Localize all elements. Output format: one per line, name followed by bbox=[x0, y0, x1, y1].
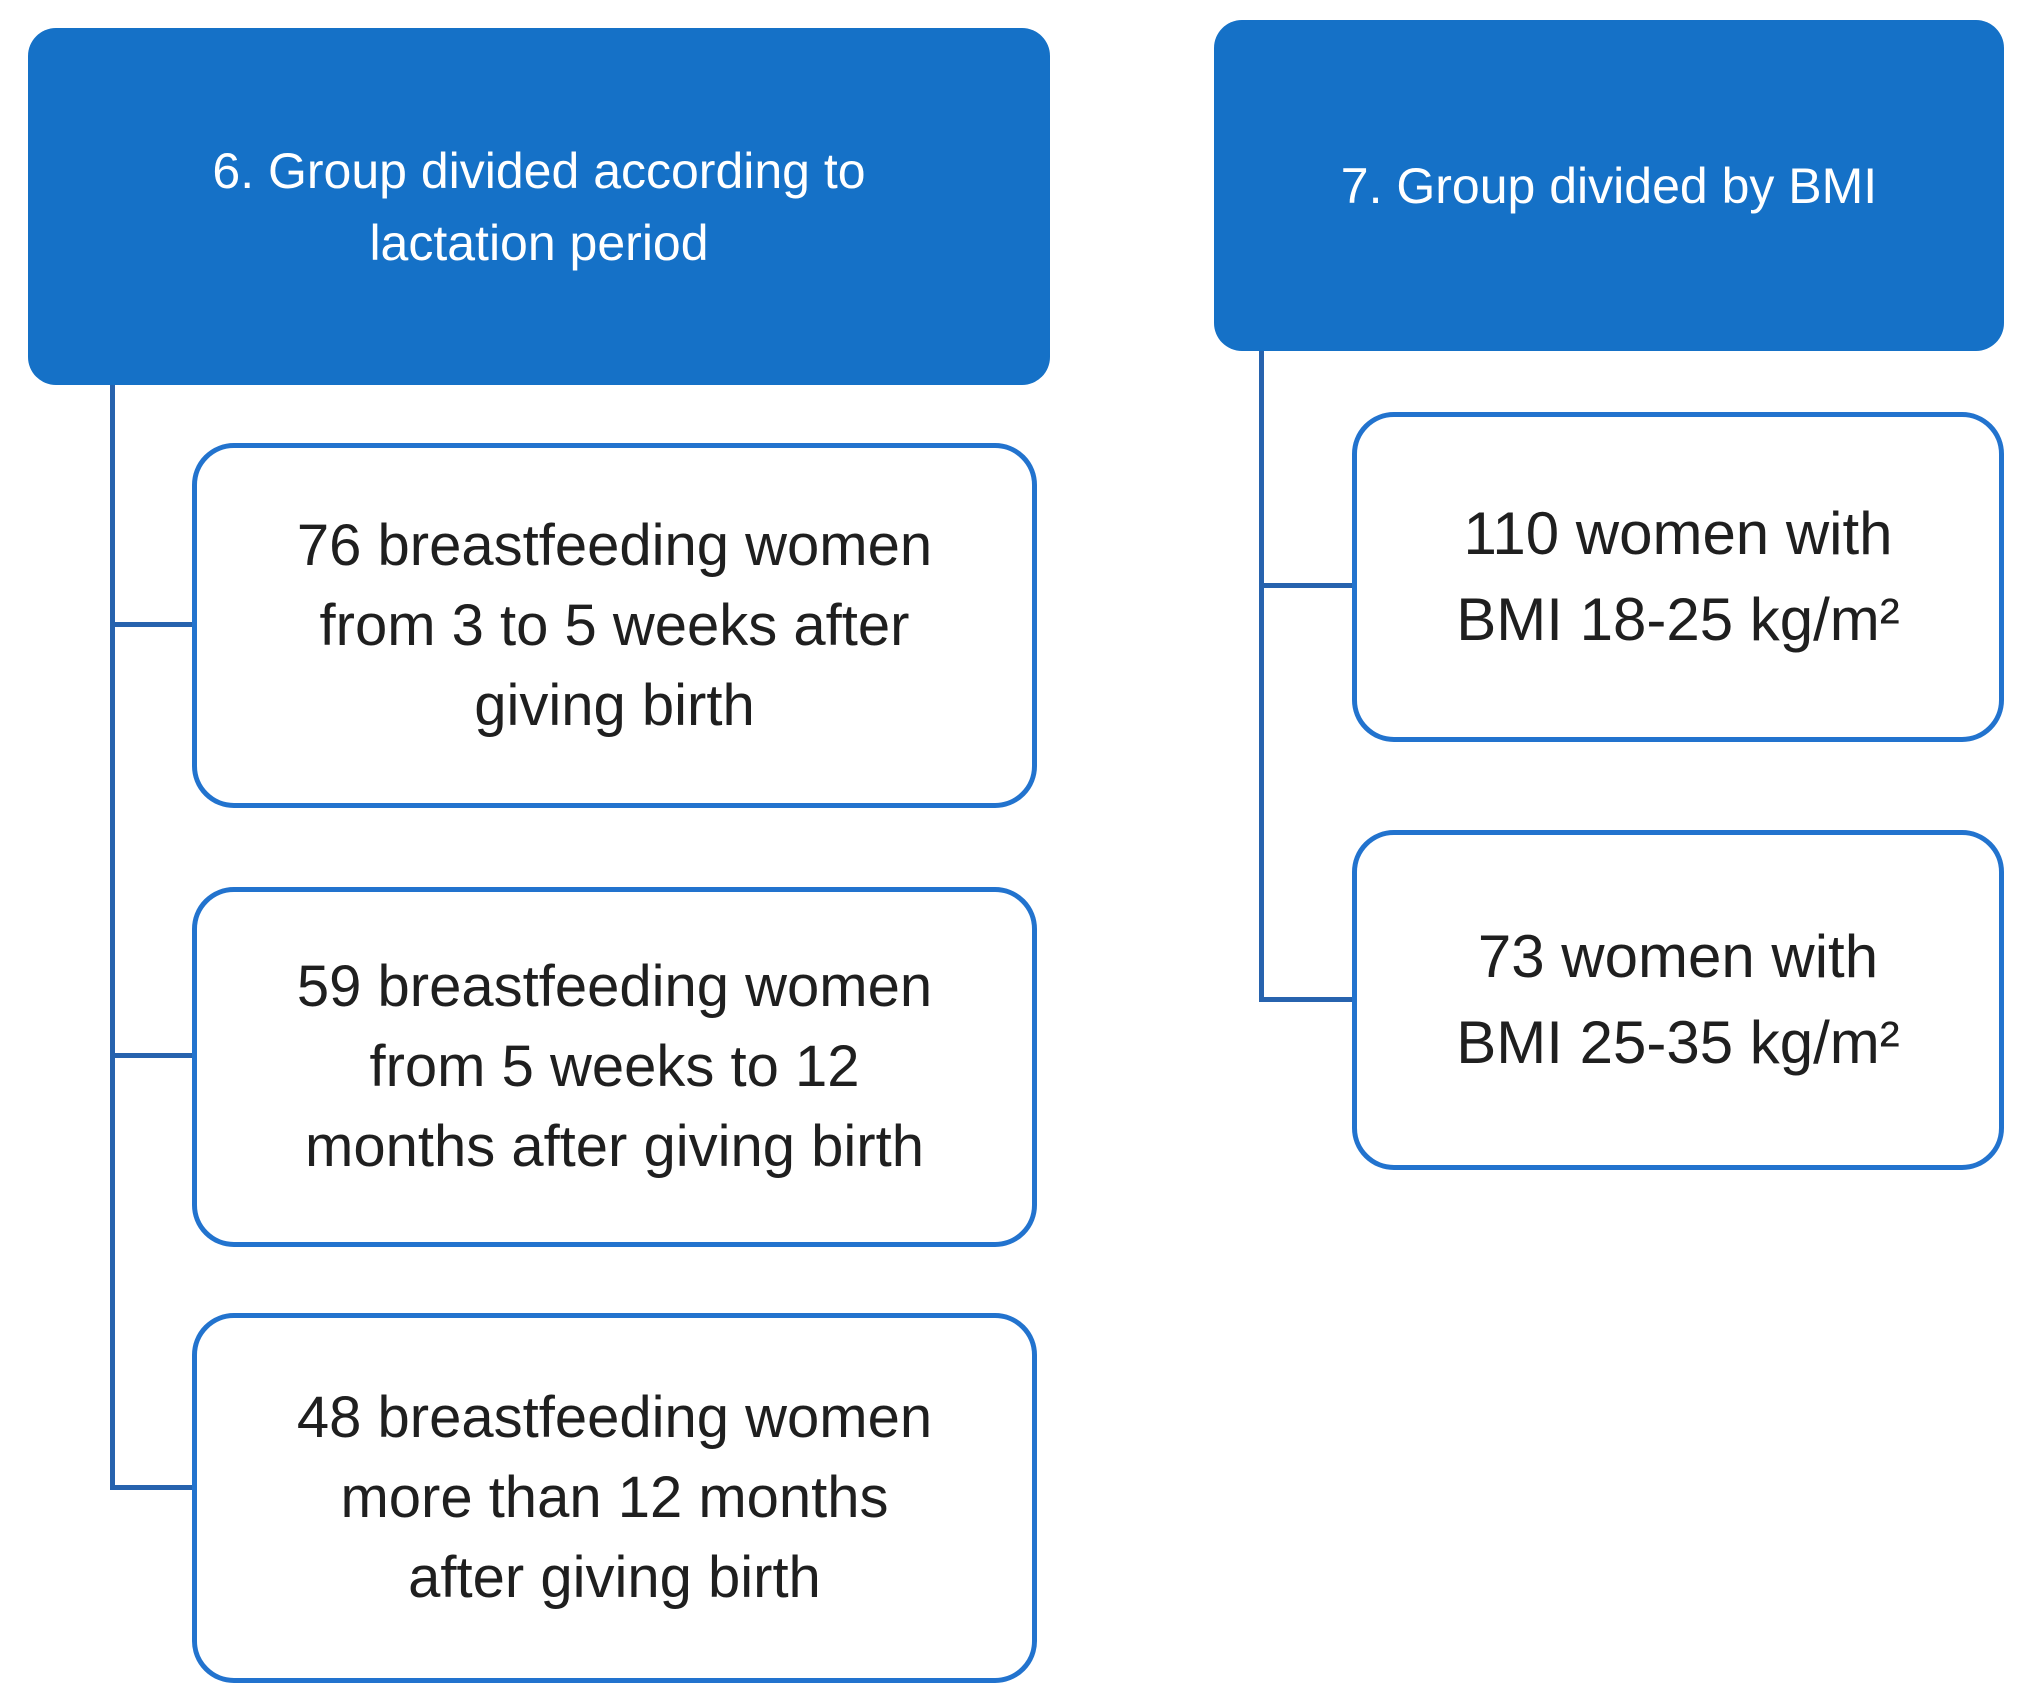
lactation-child-box-5-weeks-12-months: 59 breastfeeding women from 5 weeks to 1… bbox=[192, 887, 1037, 1247]
bmi-group-header-box: 7. Group divided by BMI bbox=[1214, 20, 2004, 351]
lactation-child-box-3-5-weeks: 76 breastfeeding women from 3 to 5 weeks… bbox=[192, 443, 1037, 808]
lactation-connector-branch-2 bbox=[110, 1053, 195, 1058]
lactation-connector-branch-3 bbox=[110, 1485, 195, 1490]
bmi-connector-branch-1 bbox=[1259, 583, 1354, 588]
bmi-child-box-25-35: 73 women with BMI 25-35 kg/m² bbox=[1352, 830, 2004, 1170]
lactation-connector-branch-1 bbox=[110, 622, 195, 627]
lactation-child-box-over-12-months: 48 breastfeeding women more than 12 mont… bbox=[192, 1313, 1037, 1683]
bmi-connector-vertical bbox=[1259, 351, 1264, 1002]
lactation-group-header-box: 6. Group divided according to lactation … bbox=[28, 28, 1050, 385]
lactation-connector-vertical bbox=[110, 385, 115, 1490]
bmi-connector-branch-2 bbox=[1259, 997, 1354, 1002]
bmi-child-box-18-25: 110 women with BMI 18-25 kg/m² bbox=[1352, 412, 2004, 742]
